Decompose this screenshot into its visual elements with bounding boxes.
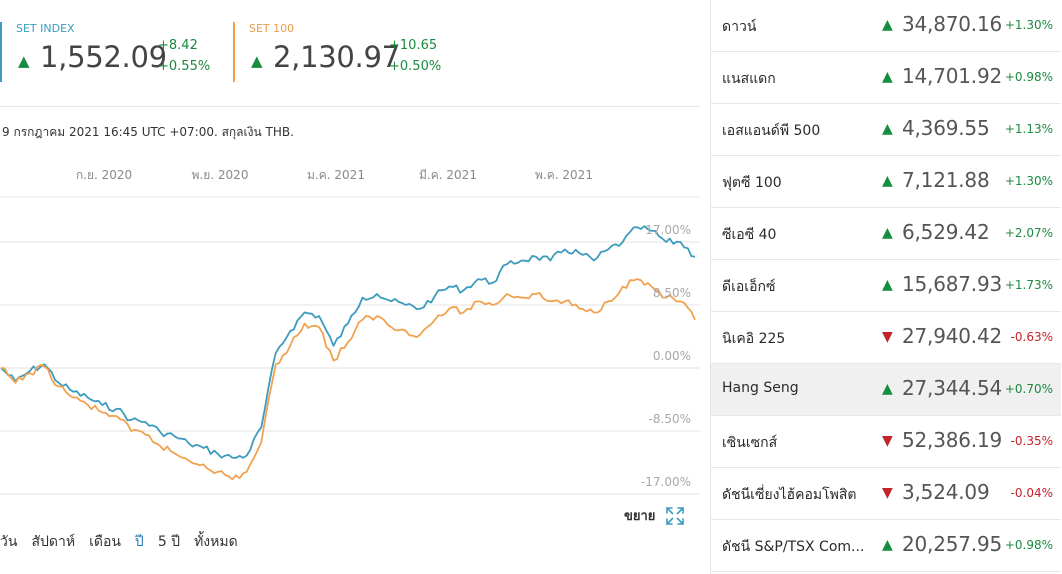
down-arrow-icon: ▼ xyxy=(882,329,893,345)
market-value: 52,386.19 xyxy=(902,428,1002,452)
market-change-percent: +1.30% xyxy=(1004,174,1053,188)
market-change-percent: +0.98% xyxy=(1004,538,1053,552)
market-name: นิเคอิ 225 xyxy=(722,331,786,347)
chart-series xyxy=(0,225,696,481)
market-name: แนสแดก xyxy=(722,71,776,87)
y-tick-label: 17.00% xyxy=(645,223,691,237)
index-line-chart[interactable]: ก.ย. 2020 พ.ย. 2020 ม.ค. 2021 มี.ค. 2021 พ.ค… xyxy=(0,152,700,502)
market-value: 7,121.88 xyxy=(902,168,990,192)
up-arrow-icon: ▲ xyxy=(882,225,893,241)
x-tick-label: พ.ค. 2021 xyxy=(535,168,593,182)
index-chart-panel: SET INDEX ▲ 1,552.09 +8.42 +0.55% SET 10… xyxy=(0,22,700,553)
timestamp: 9 กรกฎาคม 2021 16:45 UTC +07:00. สกุลเงิ… xyxy=(2,125,294,139)
market-value: 4,369.55 xyxy=(902,116,990,140)
range-year[interactable]: ปี xyxy=(134,534,144,550)
market-name: ดัชนี S&P/TSX Com... xyxy=(722,539,865,555)
market-value: 3,524.09 xyxy=(902,480,990,504)
y-tick-label: -17.00% xyxy=(641,475,691,489)
market-row[interactable]: ดีเอเอ็กซ์ ▲ 15,687.93 +1.73% xyxy=(711,260,1061,312)
market-change-percent: +0.70% xyxy=(1004,382,1053,396)
market-change-percent: -0.04% xyxy=(1010,486,1053,500)
market-row[interactable]: ฟุตซี 100 ▲ 7,121.88 +1.30% xyxy=(711,156,1061,208)
market-name: Hang Seng xyxy=(722,380,799,396)
market-row[interactable]: ดัชนีเซี่ยงไฮ้คอมโพสิต ▼ 3,524.09 -0.04% xyxy=(711,468,1061,520)
market-change-percent: +2.07% xyxy=(1004,226,1053,240)
market-name: ดีเอเอ็กซ์ xyxy=(722,279,776,295)
x-tick-label: ก.ย. 2020 xyxy=(76,168,132,182)
market-name: ดัชนีเซี่ยงไฮ้คอมโพสิต xyxy=(722,487,857,503)
market-value: 27,344.54 xyxy=(902,376,1002,400)
market-row[interactable]: นิเคอิ 225 ▼ 27,940.42 -0.63% xyxy=(711,312,1061,364)
x-tick-label: มี.ค. 2021 xyxy=(419,168,477,182)
range-all[interactable]: ทั้งหมด xyxy=(194,534,238,550)
index-name: SET INDEX xyxy=(16,22,75,35)
y-tick-label: -8.50% xyxy=(649,412,691,426)
x-tick-label: พ.ย. 2020 xyxy=(192,168,249,182)
expand-label: ขยาย xyxy=(624,509,656,524)
market-value: 34,870.16 xyxy=(902,12,1002,36)
market-row[interactable]: ดัชนี S&P/TSX Com... ▲ 20,257.95 +0.98% xyxy=(711,520,1061,572)
index-name: SET 100 xyxy=(249,22,295,35)
market-value: 6,529.42 xyxy=(902,220,990,244)
market-change-percent: -0.35% xyxy=(1010,434,1053,448)
market-row[interactable]: แนสแดก ▲ 14,701.92 +0.98% xyxy=(711,52,1061,104)
set-index-summary[interactable]: SET INDEX ▲ 1,552.09 +8.42 +0.55% xyxy=(0,22,210,82)
x-tick-label: ม.ค. 2021 xyxy=(307,168,365,182)
market-name: ดาวน์ xyxy=(722,19,757,35)
market-change-percent: -0.63% xyxy=(1010,330,1053,344)
range-day[interactable]: วัน xyxy=(0,534,18,550)
world-markets-list: ดาวน์ ▲ 34,870.16 +1.30% แนสแดก ▲ 14,701… xyxy=(710,0,1062,574)
market-name: เซินเซกส์ xyxy=(722,435,778,451)
index-value: 2,130.97 xyxy=(273,40,400,74)
y-axis-ticks: 17.00% 8.50% 0.00% -8.50% -17.00% xyxy=(641,223,691,489)
range-5-years[interactable]: 5 ปี xyxy=(157,534,181,550)
index-change-percent: +0.50% xyxy=(389,59,442,74)
up-arrow-icon: ▲ xyxy=(882,537,893,553)
expand-icon xyxy=(666,506,685,525)
market-row[interactable]: ซีเอซี 40 ▲ 6,529.42 +2.07% xyxy=(711,208,1061,260)
market-value: 27,940.42 xyxy=(902,324,1002,348)
market-value: 15,687.93 xyxy=(902,272,1002,296)
index-value: 1,552.09 xyxy=(40,40,167,74)
market-change-percent: +1.13% xyxy=(1004,122,1053,136)
y-tick-label: 0.00% xyxy=(653,349,691,363)
up-arrow-icon: ▲ xyxy=(18,52,30,70)
index-change-percent: +0.55% xyxy=(158,59,211,74)
time-range-selector: วัน สัปดาห์ เดือน ปี 5 ปี ทั้งหมด xyxy=(0,531,252,553)
up-arrow-icon: ▲ xyxy=(882,69,893,85)
up-arrow-icon: ▲ xyxy=(882,121,893,137)
market-name: เอสแอนด์พี 500 xyxy=(722,123,821,139)
market-row[interactable]: เอสแอนด์พี 500 ▲ 4,369.55 +1.13% xyxy=(711,104,1061,156)
index-change: +10.65 xyxy=(389,38,438,53)
up-arrow-icon: ▲ xyxy=(882,173,893,189)
market-row-selected[interactable]: Hang Seng ▲ 27,344.54 +0.70% xyxy=(711,364,1061,416)
divider xyxy=(0,106,700,107)
set100-index-summary[interactable]: SET 100 ▲ 2,130.97 +10.65 +0.50% xyxy=(233,22,441,82)
y-tick-label: 8.50% xyxy=(653,286,691,300)
market-name: ซีเอซี 40 xyxy=(722,227,777,243)
market-change-percent: +1.30% xyxy=(1004,18,1053,32)
expand-button[interactable]: ขยาย xyxy=(624,505,685,526)
series-line-set-index xyxy=(0,225,696,459)
market-name: ฟุตซี 100 xyxy=(722,175,782,191)
range-month[interactable]: เดือน xyxy=(89,534,121,550)
market-change-percent: +0.98% xyxy=(1004,70,1053,84)
up-arrow-icon: ▲ xyxy=(882,17,893,33)
market-row[interactable]: เซินเซกส์ ▼ 52,386.19 -0.35% xyxy=(711,416,1061,468)
x-axis-ticks: ก.ย. 2020 พ.ย. 2020 ม.ค. 2021 มี.ค. 2021 พ.ค… xyxy=(76,168,593,182)
index-change: +8.42 xyxy=(158,38,198,53)
series-line-set100 xyxy=(0,278,696,481)
chart-gridlines xyxy=(0,196,700,495)
up-arrow-icon: ▲ xyxy=(251,52,263,70)
market-value: 14,701.92 xyxy=(902,64,1002,88)
market-change-percent: +1.73% xyxy=(1004,278,1053,292)
range-week[interactable]: สัปดาห์ xyxy=(31,534,76,550)
down-arrow-icon: ▼ xyxy=(882,485,893,501)
market-row[interactable]: ดาวน์ ▲ 34,870.16 +1.30% xyxy=(711,0,1061,52)
down-arrow-icon: ▼ xyxy=(882,433,893,449)
up-arrow-icon: ▲ xyxy=(882,277,893,293)
market-value: 20,257.95 xyxy=(902,532,1002,556)
up-arrow-icon: ▲ xyxy=(882,381,893,397)
